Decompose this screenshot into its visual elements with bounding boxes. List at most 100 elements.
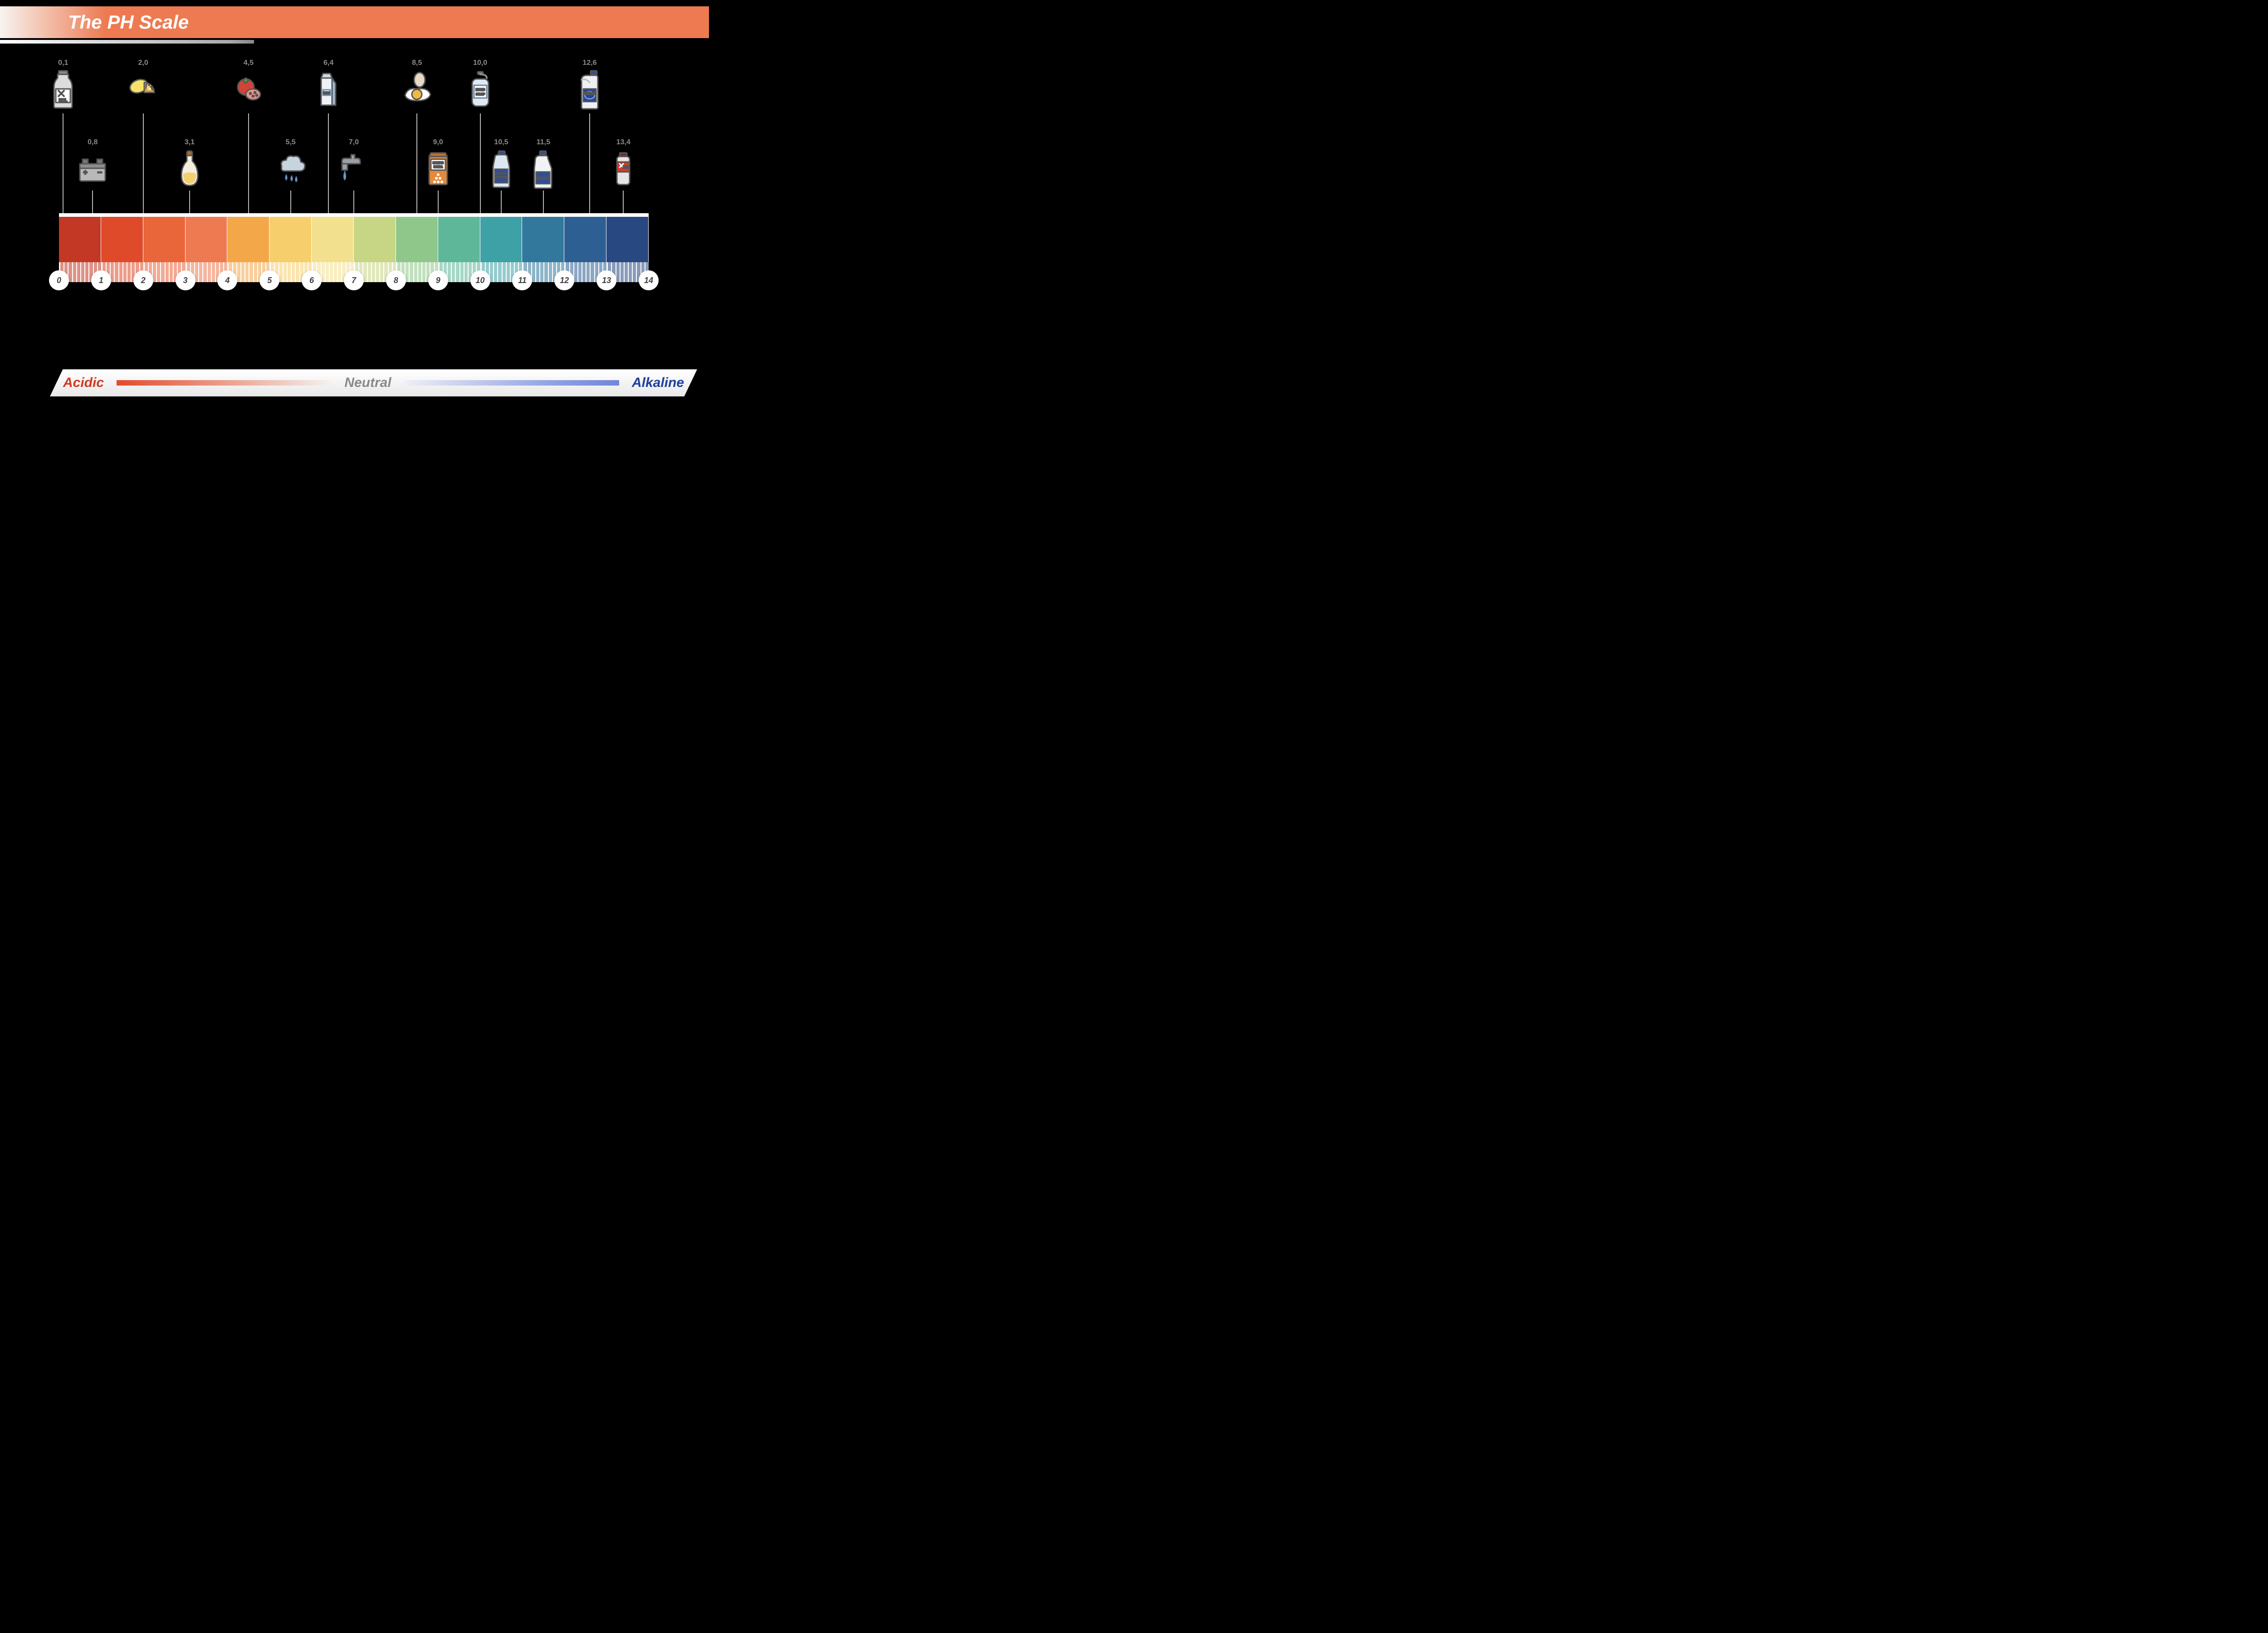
item-battery: 0,8+– — [72, 138, 113, 189]
leader-ammonia — [543, 191, 544, 216]
legend-neutral: Neutral — [332, 375, 404, 391]
item-ph-hcl: 0,1 — [43, 59, 83, 67]
item-ph-rain: 5,5 — [270, 138, 311, 147]
ph-number-4: 4 — [217, 270, 237, 290]
baking-soda-icon: BAKINGSODA — [420, 148, 456, 189]
legend-acidic: Acidic — [50, 375, 117, 391]
ph-seg-12 — [564, 217, 606, 262]
lye-icon: LYE — [605, 148, 641, 189]
milk-icon: MILK — [310, 69, 347, 110]
hand-soap-icon: HANDSOAP — [462, 69, 499, 110]
item-rain: 5,5 — [270, 138, 311, 189]
hcl-icon: HCL — [45, 69, 81, 110]
item-tomato: 4,5 — [228, 59, 269, 110]
svg-text:SOAP: SOAP — [476, 93, 485, 96]
ph-number-2: 2 — [133, 270, 153, 290]
item-ph-milk-of-magnesia: 10,5 — [481, 138, 522, 147]
item-tap-water: 7,0 — [333, 138, 374, 189]
leader-vinegar — [189, 191, 190, 216]
rain-icon — [273, 148, 309, 189]
tap-water-icon — [336, 148, 372, 189]
svg-text:SODA: SODA — [434, 166, 443, 169]
item-ph-hand-soap: 10,0 — [460, 59, 501, 67]
item-bleach: 12,6 BLEACH — [569, 59, 610, 110]
ph-seg-0 — [59, 217, 101, 262]
item-ammonia: 11,5 AMMONIA — [523, 138, 564, 189]
svg-text:MILK OF: MILK OF — [497, 172, 506, 175]
ph-seg-8 — [396, 217, 438, 262]
item-ph-lemon: 2,0 — [123, 59, 164, 67]
legend-gradient-acidic — [117, 380, 332, 386]
item-ph-milk: 6,4 — [308, 59, 349, 67]
leader-tomato — [248, 113, 249, 216]
leader-lye — [623, 191, 624, 216]
ph-number-9: 9 — [428, 270, 448, 290]
svg-text:HAND: HAND — [475, 88, 484, 92]
svg-text:MAGNESIA: MAGNESIA — [496, 176, 507, 178]
ammonia-icon: AMMONIA — [525, 148, 562, 189]
item-ph-bleach: 12,6 — [569, 59, 610, 67]
item-hcl: 0,1 HCL — [43, 59, 83, 110]
ph-seg-11 — [522, 217, 564, 262]
lemon-icon — [125, 69, 161, 110]
diagram-stage: 0,1 HCL 2,0 4,5 6,4 MILK 8,5 10,0 HANDSOAP 12,6 BL… — [0, 54, 709, 363]
ph-number-1: 1 — [91, 270, 111, 290]
milk-of-magnesia-icon: MILK OFMAGNESIA — [483, 148, 519, 189]
tomato-icon — [230, 69, 267, 110]
ph-seg-7 — [354, 217, 396, 262]
item-milk-of-magnesia: 10,5MILK OFMAGNESIA — [481, 138, 522, 189]
item-ph-egg: 8,5 — [396, 59, 437, 67]
leader-baking-soda — [438, 191, 439, 216]
item-lemon: 2,0 — [123, 59, 164, 110]
svg-text:BLEACH: BLEACH — [584, 93, 596, 95]
leader-lemon — [143, 113, 144, 216]
ph-seg-3 — [186, 217, 228, 262]
item-ph-ammonia: 11,5 — [523, 138, 564, 147]
item-ph-vinegar: 3,1 — [169, 138, 210, 147]
ph-numbers: 01234567891011121314 — [59, 279, 649, 301]
ph-number-8: 8 — [386, 270, 406, 290]
item-hand-soap: 10,0 HANDSOAP — [460, 59, 501, 110]
item-lye: 13,4LYE — [603, 138, 644, 189]
item-milk: 6,4 MILK — [308, 59, 349, 110]
svg-text:HCL: HCL — [59, 98, 68, 103]
ph-seg-2 — [143, 217, 186, 262]
vinegar-icon — [171, 148, 208, 189]
ph-seg-1 — [101, 217, 143, 262]
leader-milk-of-magnesia — [501, 191, 502, 216]
leader-tap-water — [353, 191, 354, 216]
item-baking-soda: 9,0BAKINGSODA — [418, 138, 459, 189]
header-underline — [0, 40, 254, 44]
ph-number-12: 12 — [554, 270, 574, 290]
bleach-icon: BLEACH — [572, 69, 608, 110]
leader-bleach — [589, 113, 590, 216]
svg-text:LYE: LYE — [623, 166, 629, 169]
leader-battery — [92, 191, 93, 216]
item-egg: 8,5 — [396, 59, 437, 110]
egg-icon — [399, 69, 435, 110]
ph-number-10: 10 — [470, 270, 490, 290]
ph-seg-4 — [227, 217, 269, 262]
legend-alkaline: Alkaline — [619, 375, 697, 391]
legend-gradient-alkaline — [404, 380, 619, 386]
ph-seg-10 — [480, 217, 523, 262]
leader-rain — [290, 191, 291, 216]
item-ph-tomato: 4,5 — [228, 59, 269, 67]
ph-number-11: 11 — [512, 270, 532, 290]
ph-number-6: 6 — [302, 270, 322, 290]
ph-number-0: 0 — [49, 270, 69, 290]
item-ph-battery: 0,8 — [72, 138, 113, 147]
item-ph-tap-water: 7,0 — [333, 138, 374, 147]
ph-number-7: 7 — [344, 270, 364, 290]
ph-number-13: 13 — [596, 270, 616, 290]
leader-milk — [328, 113, 329, 216]
ph-seg-6 — [312, 217, 354, 262]
legend-bar: Acidic Neutral Alkaline — [50, 369, 697, 396]
ph-seg-13 — [606, 217, 649, 262]
page-title: The PH Scale — [68, 11, 189, 33]
svg-text:AMMONIA: AMMONIA — [538, 177, 549, 180]
item-vinegar: 3,1 — [169, 138, 210, 189]
ph-number-14: 14 — [639, 270, 659, 290]
ph-number-3: 3 — [176, 270, 196, 290]
ph-number-5: 5 — [259, 270, 279, 290]
